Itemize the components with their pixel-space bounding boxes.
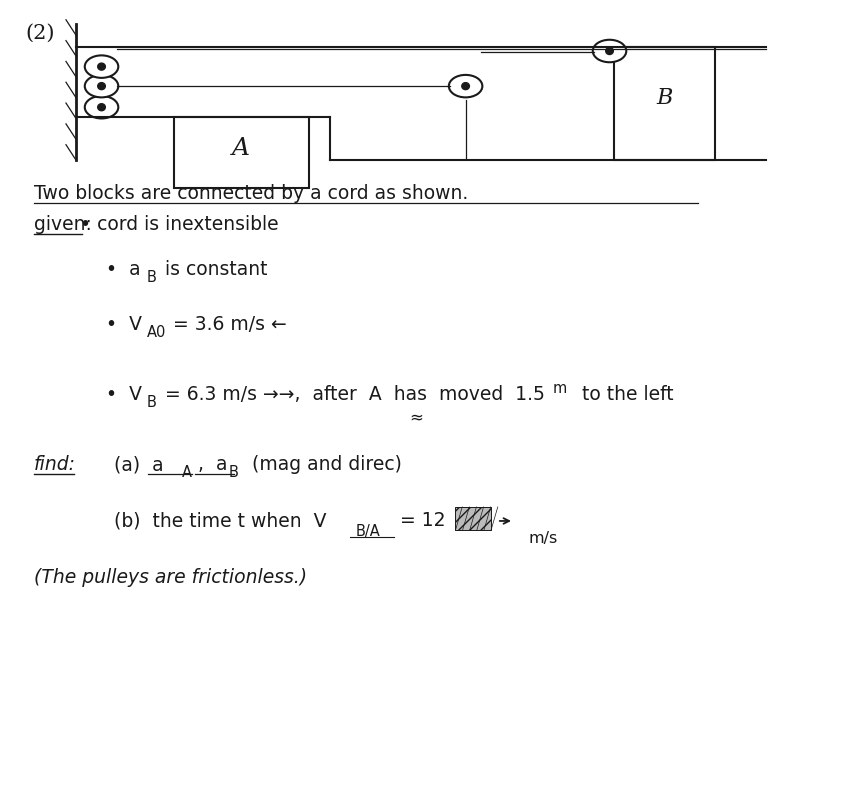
- Text: •  V: • V: [106, 315, 142, 334]
- Circle shape: [97, 63, 105, 70]
- Text: (The pulleys are frictionless.): (The pulleys are frictionless.): [34, 568, 307, 588]
- Text: B: B: [146, 270, 156, 285]
- Bar: [456, 507, 491, 530]
- Text: (2): (2): [26, 24, 55, 43]
- Ellipse shape: [449, 75, 482, 97]
- Text: A: A: [233, 137, 251, 160]
- Text: (b)  the time t when  V: (b) the time t when V: [115, 511, 327, 530]
- Ellipse shape: [85, 96, 118, 118]
- Text: is constant: is constant: [159, 260, 268, 279]
- Text: to the left: to the left: [569, 385, 674, 404]
- Text: A: A: [182, 465, 192, 480]
- Text: A0: A0: [146, 324, 166, 339]
- Text: (mag and direc): (mag and direc): [239, 455, 401, 474]
- Text: = 6.3 m/s →→,  after  A  has  moved  1.5: = 6.3 m/s →→, after A has moved 1.5: [159, 385, 545, 404]
- Ellipse shape: [593, 39, 627, 62]
- Text: m/s: m/s: [528, 532, 557, 547]
- Circle shape: [97, 83, 105, 90]
- Circle shape: [605, 47, 613, 54]
- Text: = 12: = 12: [393, 511, 451, 530]
- Ellipse shape: [85, 55, 118, 78]
- Circle shape: [97, 103, 105, 110]
- Text: B: B: [228, 465, 239, 480]
- Text: (a)  a: (a) a: [115, 455, 164, 474]
- Bar: [614, 47, 716, 160]
- Text: ,  a: , a: [192, 455, 227, 474]
- Text: B/A: B/A: [356, 524, 380, 539]
- Circle shape: [462, 83, 469, 90]
- Text: •  V: • V: [106, 385, 142, 404]
- Text: ≈: ≈: [409, 409, 422, 427]
- Text: B: B: [657, 87, 673, 109]
- Ellipse shape: [85, 75, 118, 97]
- Text: • cord is inextensible: • cord is inextensible: [80, 215, 279, 234]
- Text: •  a: • a: [106, 260, 140, 279]
- Text: given:: given:: [34, 215, 91, 234]
- Text: find:: find:: [34, 455, 76, 474]
- Text: m: m: [553, 381, 567, 396]
- Text: B: B: [146, 394, 156, 409]
- Text: Two blocks are connected by a cord as shown.: Two blocks are connected by a cord as sh…: [34, 184, 468, 203]
- Text: = 3.6 m/s ←: = 3.6 m/s ←: [167, 315, 286, 334]
- Bar: [174, 118, 309, 188]
